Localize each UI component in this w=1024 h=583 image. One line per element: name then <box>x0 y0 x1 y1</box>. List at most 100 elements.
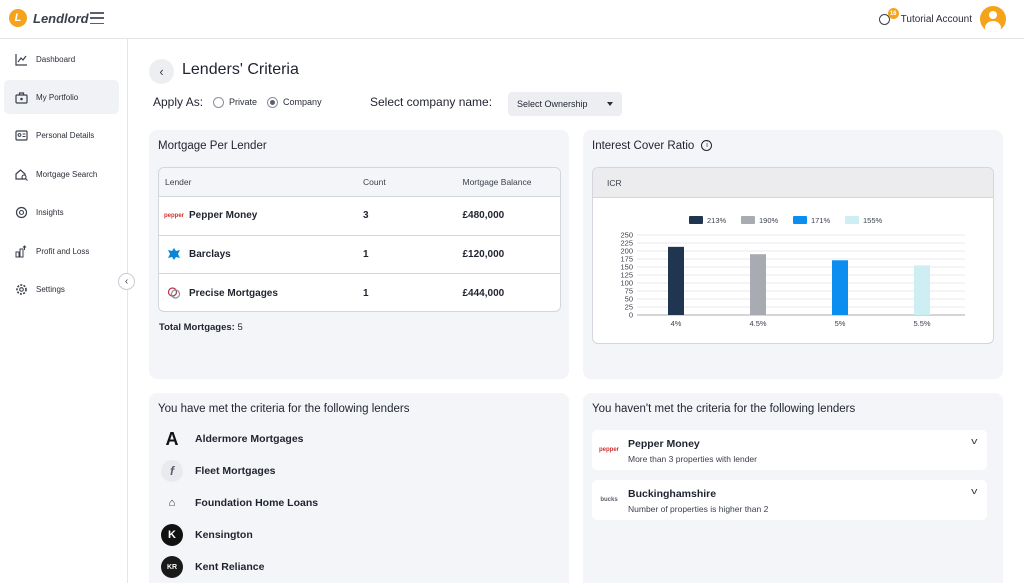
y-tick-label: 200 <box>620 247 633 256</box>
bar <box>832 260 848 315</box>
sidebar-item-label: Mortgage Search <box>36 169 98 179</box>
pepper-money-logo-icon: pepper <box>164 212 185 219</box>
aldermore-logo-icon: A <box>165 428 179 449</box>
profit-loss-icon <box>15 244 28 258</box>
hamburger-menu-icon[interactable] <box>90 12 104 24</box>
bar <box>914 265 930 315</box>
icr-box-header: ICR <box>593 168 993 198</box>
account-area: 16 Tutorial Account <box>877 6 1006 32</box>
list-item[interactable]: KR Kent Reliance <box>161 556 264 578</box>
info-icon[interactable]: i <box>701 140 713 152</box>
count-cell: 1 <box>363 287 369 299</box>
chevron-down-icon[interactable]: v <box>970 436 977 446</box>
mortgage-table: Lender Count Mortgage Balance pepper Pep… <box>158 167 561 312</box>
sidebar-item-settings[interactable]: Settings <box>4 272 119 306</box>
mortgage-panel-title: Mortgage Per Lender <box>158 140 267 152</box>
legend-swatch <box>741 216 755 224</box>
lender-name: Pepper Money <box>189 210 258 222</box>
top-bar: L Lendlord 16 Tutorial Account <box>0 0 1024 39</box>
radio-company-dot[interactable] <box>267 96 279 108</box>
kensington-logo-icon: K <box>161 524 183 546</box>
lender-name: Barclays <box>189 248 231 260</box>
app-name: Lendlord <box>33 10 89 26</box>
logo-mark-icon: L <box>9 9 27 27</box>
bar <box>750 254 766 315</box>
lender-name: Foundation Home Loans <box>195 497 319 509</box>
column-header-balance: Mortgage Balance <box>462 177 532 187</box>
table-header: Lender Count Mortgage Balance <box>159 168 560 197</box>
legend-label: 213% <box>707 216 727 225</box>
sidebar-item-profit-and-loss[interactable]: Profit and Loss <box>4 234 119 268</box>
pepper-money-logo-icon: pepper <box>598 447 619 453</box>
kent-reliance-logo-icon: KR <box>161 556 183 578</box>
list-item[interactable]: A Aldermore Mortgages <box>161 428 304 450</box>
lender-name: Pepper Money <box>628 438 700 450</box>
notification-badge: 16 <box>887 8 899 19</box>
chevron-down-icon[interactable]: v <box>970 486 977 496</box>
bar <box>668 246 684 315</box>
total-mortgages-value: 5 <box>237 322 243 333</box>
sidebar-item-mortgage-search[interactable]: Mortgage Search <box>4 157 119 191</box>
lender-name: Precise Mortgages <box>189 287 278 299</box>
count-cell: 1 <box>363 248 369 260</box>
icr-panel-title: Interest Cover Ratio i <box>592 140 713 152</box>
list-item[interactable]: K Kensington <box>161 524 253 546</box>
y-tick-label: 75 <box>625 287 633 296</box>
table-row[interactable]: Precise Mortgages 1 £444,000 <box>159 274 560 311</box>
avatar[interactable] <box>980 6 1006 32</box>
list-item[interactable]: f Fleet Mortgages <box>161 460 276 482</box>
table-row[interactable]: pepper Pepper Money 3 £480,000 <box>159 197 560 236</box>
sidebar-item-label: Profit and Loss <box>36 246 90 256</box>
sidebar-item-dashboard[interactable]: Dashboard <box>4 42 119 76</box>
balance-cell: £480,000 <box>462 210 505 222</box>
house-search-icon <box>15 168 28 181</box>
icr-chart-box: ICR 213% 190% 171% 155% 0 25 50 75 100 125 150 175 2… <box>592 167 994 344</box>
lender-name: Aldermore Mortgages <box>195 433 304 445</box>
lender-cell: Barclays <box>159 247 363 261</box>
lender-name: Fleet Mortgages <box>195 465 276 477</box>
caret-down-icon <box>607 102 613 106</box>
icr-bar-chart: 213% 190% 171% 155% 025507510012515017520022… <box>620 216 965 328</box>
foundation-logo-icon: ⌂ <box>168 497 176 509</box>
criteria-description: More than 3 properties with lender <box>628 454 757 464</box>
fleet-logo-icon: f <box>161 460 183 482</box>
unmet-lender-card[interactable]: bucks Buckinghamshire Number of properti… <box>592 480 987 520</box>
y-tick-label: 250 <box>620 231 633 240</box>
chart-line-icon <box>15 53 28 66</box>
page-title: Lenders' Criteria <box>182 61 299 78</box>
table-row[interactable]: Barclays 1 £120,000 <box>159 236 560 274</box>
sidebar-item-my-portfolio[interactable]: My Portfolio <box>4 80 119 114</box>
radio-company[interactable]: Company <box>267 96 322 108</box>
y-tick-label: 125 <box>620 271 633 280</box>
x-tick-label: 5% <box>835 319 846 328</box>
ownership-dropdown-value: Select Ownership <box>517 99 588 109</box>
barclays-eagle-logo-icon <box>165 247 183 261</box>
met-criteria-panel: You have met the criteria for the follow… <box>149 393 569 583</box>
y-tick-label: 0 <box>629 311 633 320</box>
y-tick-label: 100 <box>620 279 633 288</box>
sidebar-item-insights[interactable]: Insights <box>4 195 119 229</box>
total-mortgages-label: Total Mortgages: <box>159 322 235 333</box>
column-header-count: Count <box>363 177 386 187</box>
precise-mortgages-logo-icon <box>165 286 183 300</box>
x-tick-label: 4.5% <box>749 319 766 328</box>
sidebar-item-label: Personal Details <box>36 130 95 140</box>
lender-name: Kensington <box>195 529 253 541</box>
radio-private-dot[interactable] <box>213 96 225 108</box>
total-mortgages: Total Mortgages: 5 <box>159 322 243 333</box>
company-name-label: Select company name: <box>370 95 493 109</box>
account-label[interactable]: Tutorial Account <box>900 13 972 25</box>
list-item[interactable]: ⌂ Foundation Home Loans <box>161 492 318 514</box>
lender-cell: pepper Pepper Money <box>159 209 363 223</box>
unmet-lender-card[interactable]: pepper Pepper Money More than 3 properti… <box>592 430 987 470</box>
back-chevron-left-icon[interactable]: ‹ <box>149 59 174 84</box>
sidebar-collapse-chevron-left-icon[interactable]: ‹ <box>118 273 135 290</box>
radio-private[interactable]: Private <box>213 96 257 108</box>
legend-label: 190% <box>759 216 779 225</box>
app-logo[interactable]: L Lendlord <box>9 9 89 27</box>
ownership-dropdown[interactable]: Select Ownership <box>508 92 622 116</box>
legend-label: 171% <box>811 216 831 225</box>
legend-label: 155% <box>863 216 883 225</box>
notifications-bell-icon[interactable]: 16 <box>877 8 899 27</box>
sidebar-item-personal-details[interactable]: Personal Details <box>4 118 119 152</box>
